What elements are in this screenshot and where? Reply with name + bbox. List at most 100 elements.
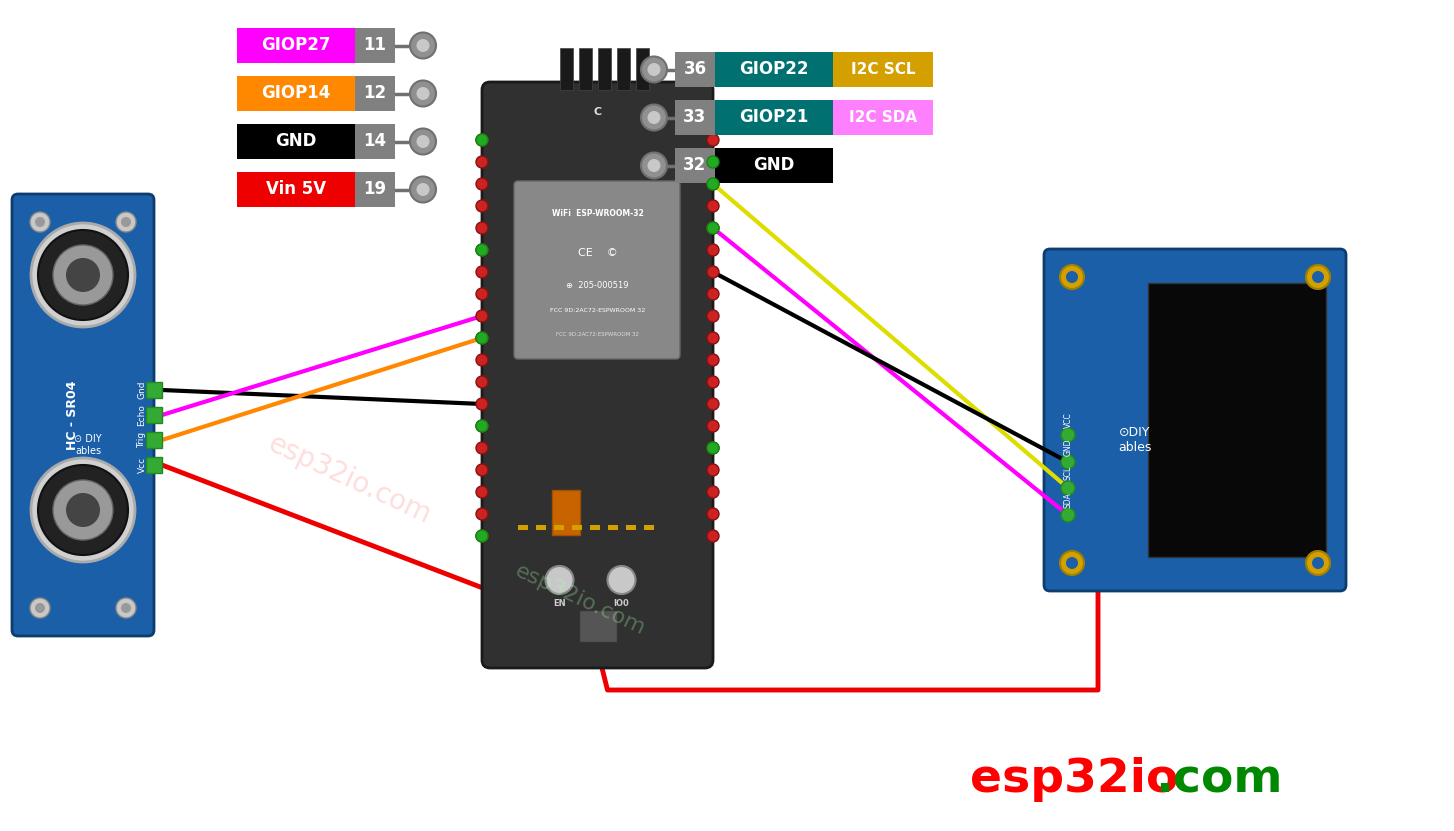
Circle shape [707, 420, 718, 432]
Circle shape [475, 530, 489, 542]
Text: ⊙ DIY
ables: ⊙ DIY ables [74, 435, 102, 455]
Circle shape [475, 332, 489, 344]
Circle shape [707, 244, 718, 256]
Circle shape [475, 508, 489, 520]
Circle shape [707, 530, 718, 542]
Bar [627, 525, 635, 530]
Circle shape [116, 212, 137, 232]
Circle shape [475, 244, 489, 256]
Circle shape [1061, 455, 1075, 469]
Text: Gnd: Gnd [138, 381, 147, 399]
Bar [355, 76, 395, 111]
Circle shape [707, 442, 718, 454]
Circle shape [707, 398, 718, 410]
Circle shape [416, 135, 429, 148]
Circle shape [641, 153, 667, 179]
Bar [560, 48, 573, 90]
Circle shape [475, 464, 489, 476]
Circle shape [475, 244, 489, 256]
Circle shape [1312, 557, 1325, 569]
Circle shape [1066, 557, 1077, 569]
Text: GIOP14: GIOP14 [262, 85, 330, 102]
Text: GIOP27: GIOP27 [262, 37, 330, 55]
Bar [833, 100, 933, 135]
Bar [355, 124, 395, 159]
Bar [608, 525, 618, 530]
Bar [675, 148, 715, 183]
Bar [579, 610, 616, 642]
Bar [579, 48, 592, 90]
Circle shape [416, 87, 429, 100]
Bar [675, 100, 715, 135]
Bar [237, 28, 355, 63]
Bar [145, 407, 161, 423]
Circle shape [707, 376, 718, 388]
Circle shape [35, 603, 45, 613]
Circle shape [416, 183, 429, 196]
Circle shape [475, 420, 489, 432]
Circle shape [475, 398, 489, 410]
Bar [237, 76, 355, 111]
Circle shape [707, 508, 718, 520]
Circle shape [31, 212, 49, 232]
Bar [145, 432, 161, 448]
Bar [145, 457, 161, 473]
Circle shape [475, 376, 489, 388]
Bar [1149, 283, 1326, 557]
Circle shape [65, 258, 100, 292]
Circle shape [707, 332, 718, 344]
Text: 32: 32 [683, 156, 707, 175]
Bar [715, 148, 833, 183]
Text: GND: GND [753, 156, 795, 175]
Text: WiFi  ESP-WROOM-32: WiFi ESP-WROOM-32 [551, 209, 643, 218]
Text: esp32io.com: esp32io.com [512, 561, 648, 639]
Circle shape [707, 200, 718, 212]
Circle shape [410, 32, 436, 58]
Text: .com: .com [1154, 758, 1282, 803]
Circle shape [116, 598, 137, 618]
Bar [675, 52, 715, 87]
Text: 14: 14 [364, 132, 387, 150]
Circle shape [707, 134, 718, 146]
FancyBboxPatch shape [12, 194, 154, 636]
Circle shape [707, 310, 718, 322]
FancyBboxPatch shape [481, 82, 712, 668]
Circle shape [475, 200, 489, 212]
Circle shape [1312, 271, 1325, 283]
Circle shape [475, 222, 489, 234]
Bar [237, 124, 355, 159]
Circle shape [707, 288, 718, 300]
Bar [590, 525, 601, 530]
Bar [145, 382, 161, 398]
Text: HC - SR04: HC - SR04 [67, 381, 80, 450]
Circle shape [475, 310, 489, 322]
Circle shape [52, 245, 113, 305]
Text: GIOP22: GIOP22 [739, 61, 808, 78]
Text: 36: 36 [683, 61, 707, 78]
Circle shape [1306, 551, 1330, 575]
Text: Vcc: Vcc [138, 457, 147, 473]
Text: EN: EN [553, 599, 566, 608]
Text: Echo: Echo [138, 404, 147, 426]
Circle shape [416, 39, 429, 52]
Text: GND: GND [1063, 438, 1073, 455]
Text: 33: 33 [683, 109, 707, 126]
Circle shape [410, 81, 436, 106]
Bar [644, 525, 654, 530]
Circle shape [647, 111, 660, 124]
Circle shape [475, 486, 489, 498]
Circle shape [707, 266, 718, 278]
Circle shape [38, 465, 128, 555]
Bar [635, 48, 648, 90]
Text: IO0: IO0 [614, 599, 630, 608]
Circle shape [707, 222, 718, 234]
Circle shape [707, 178, 718, 190]
Circle shape [475, 530, 489, 542]
Circle shape [475, 288, 489, 300]
Text: ⊕  205-000519: ⊕ 205-000519 [566, 281, 628, 289]
Text: 12: 12 [364, 85, 387, 102]
Circle shape [707, 178, 718, 190]
Text: SCL: SCL [1063, 466, 1073, 480]
Bar [553, 490, 580, 535]
Circle shape [31, 458, 135, 562]
